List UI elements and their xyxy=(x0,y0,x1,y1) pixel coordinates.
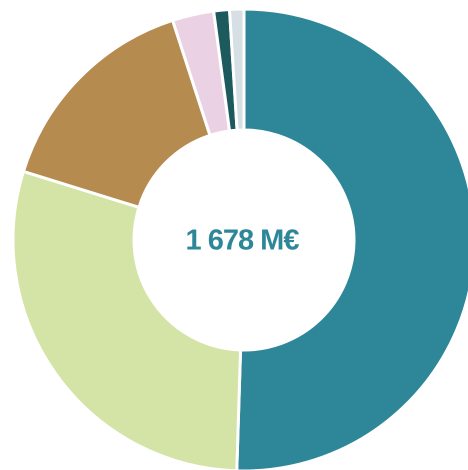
center-label: 1 678 M€ xyxy=(186,225,300,257)
slice xyxy=(235,7,468,470)
slice xyxy=(21,18,212,210)
slice xyxy=(11,169,243,470)
slices xyxy=(11,7,468,470)
slice xyxy=(227,7,246,132)
